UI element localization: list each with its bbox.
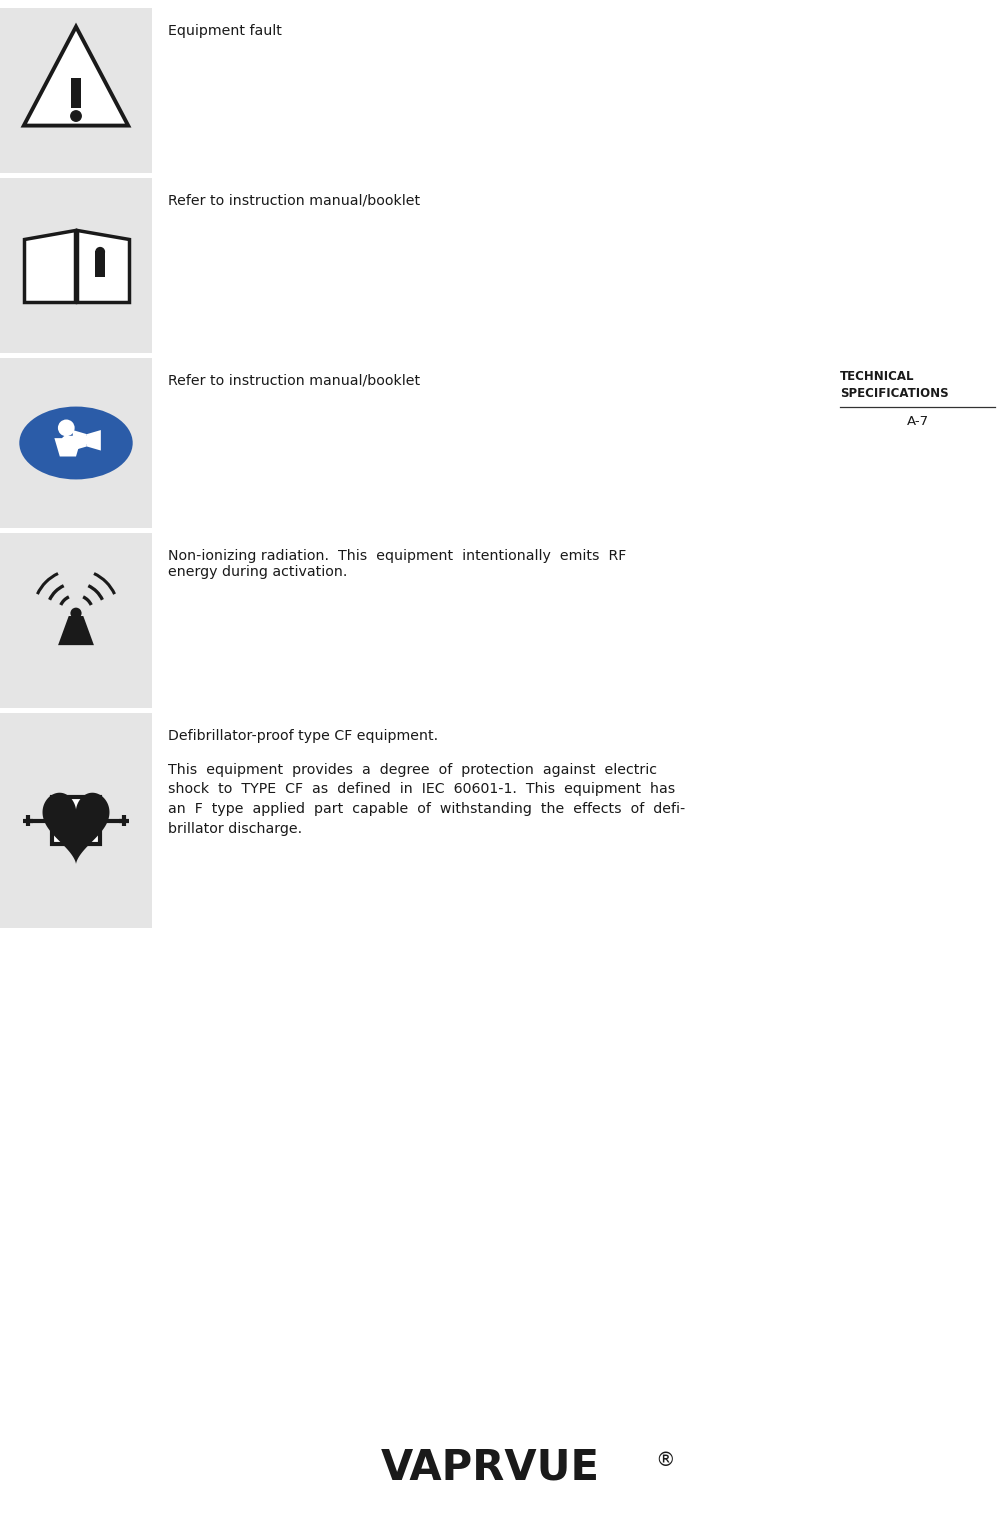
Text: A-7: A-7 xyxy=(907,415,929,429)
Polygon shape xyxy=(58,616,94,644)
Circle shape xyxy=(58,420,75,436)
Circle shape xyxy=(70,608,82,619)
Polygon shape xyxy=(77,230,128,301)
Bar xyxy=(0,359,152,527)
Ellipse shape xyxy=(19,406,133,479)
Polygon shape xyxy=(24,27,128,126)
Polygon shape xyxy=(42,793,109,865)
Text: Refer to instruction manual/booklet: Refer to instruction manual/booklet xyxy=(168,374,420,388)
Circle shape xyxy=(71,111,81,122)
Text: This  equipment  provides  a  degree  of  protection  against  electric
shock  t: This equipment provides a degree of prot… xyxy=(168,763,686,836)
Bar xyxy=(0,178,152,353)
Text: ®: ® xyxy=(656,1450,675,1470)
Bar xyxy=(95,251,105,277)
Text: SPECIFICATIONS: SPECIFICATIONS xyxy=(840,388,949,400)
Text: Equipment fault: Equipment fault xyxy=(168,24,282,38)
Text: Refer to instruction manual/booklet: Refer to instruction manual/booklet xyxy=(168,195,420,208)
Text: Non-ionizing radiation.  This  equipment  intentionally  emits  RF
energy during: Non-ionizing radiation. This equipment i… xyxy=(168,549,627,579)
Text: TECHNICAL: TECHNICAL xyxy=(840,369,915,383)
Bar xyxy=(0,534,152,708)
Bar xyxy=(0,8,152,173)
Text: VAPRVUE: VAPRVUE xyxy=(380,1447,600,1490)
Polygon shape xyxy=(87,430,101,450)
Text: Defibrillator-proof type CF equipment.: Defibrillator-proof type CF equipment. xyxy=(168,730,438,743)
Polygon shape xyxy=(73,430,87,450)
Bar xyxy=(71,78,81,108)
Polygon shape xyxy=(23,230,75,301)
Bar xyxy=(0,713,152,929)
Circle shape xyxy=(96,248,104,255)
Polygon shape xyxy=(54,438,81,456)
Bar xyxy=(52,796,100,844)
